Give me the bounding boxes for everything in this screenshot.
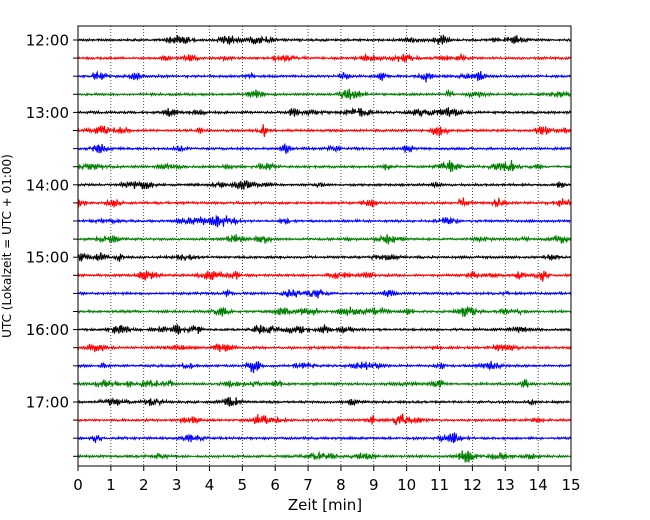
trace-line	[77, 234, 572, 245]
x-tick-label: 1	[106, 476, 116, 494]
trace-line	[77, 432, 572, 444]
trace-line	[77, 143, 572, 154]
plot-frame	[77, 25, 572, 467]
x-tick-label: 5	[238, 476, 248, 494]
x-tick-label: 0	[73, 476, 83, 494]
trace-line	[77, 252, 572, 263]
trace-line	[77, 360, 572, 374]
trace-line	[77, 124, 572, 138]
trace-line	[77, 413, 572, 426]
trace-line	[77, 288, 572, 299]
y-tick-label: 16:00	[26, 321, 69, 339]
x-tick-label: 13	[496, 476, 515, 494]
x-tick-label: 7	[303, 476, 313, 494]
x-tick-label: 14	[529, 476, 548, 494]
x-tick-label: 9	[369, 476, 379, 494]
x-tick-label: 12	[463, 476, 482, 494]
x-tick-label: 2	[139, 476, 149, 494]
trace-line	[77, 214, 572, 228]
trace-line	[77, 52, 572, 63]
trace-line	[77, 106, 572, 118]
x-tick-label: 10	[397, 476, 416, 494]
trace-line	[77, 196, 572, 208]
x-tick-label: 3	[172, 476, 182, 494]
y-tick-label: 15:00	[26, 249, 69, 267]
trace-line	[77, 70, 572, 83]
vertical-gridlines	[110, 26, 539, 466]
trace-line	[77, 160, 572, 173]
y-tick-label: 13:00	[26, 104, 69, 122]
trace-line	[77, 34, 572, 45]
x-tick-label: 4	[205, 476, 215, 494]
y-tick-label: 17:00	[26, 394, 69, 412]
x-axis-label: Zeit [min]	[288, 496, 362, 514]
seismogram-traces	[77, 34, 572, 463]
x-axis-ticks: 0 1 2 3 4 5 6 7 8 9 10 11 12 13 14 15	[73, 466, 581, 494]
y-axis-ticks: 12:00 13:00 14:00 15:00 16:00 17:00	[26, 32, 78, 457]
x-tick-label: 11	[430, 476, 449, 494]
trace-line	[77, 450, 572, 463]
trace-line	[77, 343, 572, 353]
x-tick-label: 8	[336, 476, 346, 494]
trace-line	[77, 378, 572, 389]
trace-line	[77, 270, 572, 282]
trace-line	[77, 306, 572, 317]
y-tick-label: 12:00	[26, 32, 69, 50]
y-tick-label: 14:00	[26, 176, 69, 194]
trace-line	[77, 397, 572, 407]
y-axis-label: UTC (Lokalzeit = UTC + 01:00)	[0, 154, 14, 338]
trace-line	[77, 88, 572, 100]
x-tick-label: 6	[270, 476, 280, 494]
trace-line	[77, 180, 572, 190]
x-tick-label: 15	[561, 476, 580, 494]
trace-line	[77, 324, 572, 335]
